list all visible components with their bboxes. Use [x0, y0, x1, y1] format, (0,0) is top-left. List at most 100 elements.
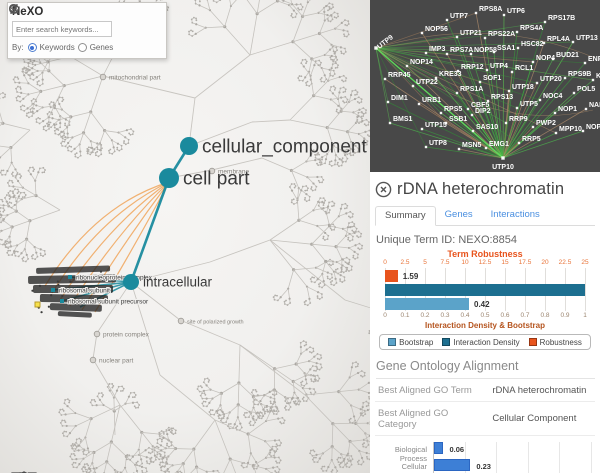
- gene-label[interactable]: UTP6: [507, 8, 525, 15]
- gene-label[interactable]: CBF5: [471, 102, 489, 109]
- tab-interactions[interactable]: Interactions: [490, 209, 540, 220]
- gene-node[interactable]: [485, 68, 489, 72]
- gene-node[interactable]: [591, 78, 595, 82]
- gene-node[interactable]: [388, 121, 392, 125]
- gene-label[interactable]: MSN5: [462, 142, 482, 149]
- gene-node[interactable]: [581, 129, 585, 133]
- ontology-canvas[interactable]: mitochondrial part membrane protein comple…: [0, 0, 370, 473]
- gene-label[interactable]: UTP15: [425, 122, 447, 129]
- gene-label[interactable]: RPL4A: [547, 36, 570, 43]
- interaction-network-panel[interactable]: UTP9 UTP7 RPS8A UTP6 RPS17B NOP56 UTP21 RPS22A R…: [370, 0, 600, 172]
- radio-label[interactable]: Keywords: [39, 43, 75, 52]
- gene-node[interactable]: [424, 51, 428, 55]
- tab-summary[interactable]: Summary: [375, 206, 436, 226]
- gene-node[interactable]: [411, 84, 415, 88]
- gene-label[interactable]: BMS1: [393, 116, 413, 123]
- gene-label[interactable]: UTP7: [450, 13, 468, 20]
- gene-node[interactable]: [383, 77, 387, 81]
- gene-label[interactable]: RRP5: [522, 136, 541, 143]
- gene-node[interactable]: [420, 31, 424, 35]
- gene-node[interactable]: [572, 91, 576, 95]
- term-label[interactable]: membrane: [218, 169, 249, 176]
- gene-node[interactable]: [486, 99, 490, 103]
- gene-label[interactable]: UTP20: [540, 76, 562, 83]
- gene-label[interactable]: UTP10: [492, 164, 514, 171]
- gene-label[interactable]: NOP6: [586, 124, 600, 131]
- gene-node[interactable]: [405, 64, 409, 68]
- gene-label[interactable]: RPS7A: [450, 47, 473, 54]
- gene-node[interactable]: [515, 106, 519, 110]
- gene-node[interactable]: [515, 30, 519, 34]
- gene-node[interactable]: [374, 46, 378, 50]
- gene-node[interactable]: [507, 89, 511, 93]
- gene-label[interactable]: NAN1: [589, 102, 600, 109]
- selected-term-label[interactable]: cellular_component: [202, 136, 367, 157]
- gene-label[interactable]: NOP56: [425, 26, 448, 33]
- gene-node[interactable]: [469, 52, 473, 56]
- gene-label[interactable]: NOP1: [558, 106, 577, 113]
- gene-label[interactable]: DIM1: [391, 95, 408, 102]
- gene-node[interactable]: [457, 147, 461, 151]
- close-icon[interactable]: [375, 181, 392, 198]
- gene-node[interactable]: [583, 61, 587, 65]
- gene-label[interactable]: EMG1: [489, 141, 509, 148]
- gene-label[interactable]: UTP21: [460, 30, 482, 37]
- gene-label[interactable]: UTP18: [512, 84, 534, 91]
- gene-node[interactable]: [439, 111, 443, 115]
- selected-term-label[interactable]: intracellular: [143, 274, 213, 289]
- gene-label[interactable]: RPS4A: [520, 25, 543, 32]
- gene-label[interactable]: POL5: [577, 86, 595, 93]
- tab-genes[interactable]: Genes: [444, 209, 473, 220]
- gene-node[interactable]: [554, 131, 558, 135]
- gene-label[interactable]: SSB1: [449, 116, 467, 123]
- gene-label[interactable]: UTP8: [429, 140, 447, 147]
- gene-node[interactable]: [531, 60, 535, 64]
- gene-node[interactable]: [484, 146, 488, 150]
- gene-label[interactable]: RRP45: [388, 72, 411, 79]
- gene-label[interactable]: SAS10: [476, 124, 498, 131]
- search-input[interactable]: [12, 21, 112, 37]
- gene-label[interactable]: RCL1: [515, 65, 533, 72]
- term-label[interactable]: ribosomal subunit precursor: [67, 298, 150, 307]
- gene-label[interactable]: HSC82: [521, 41, 544, 48]
- gene-label[interactable]: MPP10: [559, 126, 582, 133]
- gene-label[interactable]: UTP22: [416, 79, 438, 86]
- gene-node[interactable]: [542, 41, 546, 45]
- gene-node[interactable]: [584, 107, 588, 111]
- gene-node[interactable]: [445, 52, 449, 56]
- gene-node[interactable]: [470, 113, 474, 117]
- gene-node[interactable]: [424, 145, 428, 149]
- selected-term-label[interactable]: cell part: [183, 168, 250, 189]
- gene-label[interactable]: NOP14: [410, 59, 433, 66]
- term-label[interactable]: site of polarized growth: [187, 320, 244, 326]
- gene-node[interactable]: [553, 111, 557, 115]
- gene-node[interactable]: [456, 69, 460, 73]
- gene-node[interactable]: [444, 121, 448, 125]
- gene-node[interactable]: [483, 36, 487, 40]
- term-label[interactable]: ribosomal subunit: [58, 287, 111, 296]
- gene-node[interactable]: [445, 18, 449, 22]
- gene-node[interactable]: [386, 100, 390, 104]
- gene-node[interactable]: [455, 35, 459, 39]
- gene-node[interactable]: [510, 70, 514, 74]
- gene-node[interactable]: [434, 76, 438, 80]
- gene-label[interactable]: UTP4: [490, 63, 508, 70]
- ontology-graph[interactable]: mitochondrial part membrane protein comple…: [0, 0, 370, 473]
- gene-label[interactable]: RPS8A: [479, 6, 502, 13]
- gene-label[interactable]: RRP9: [509, 116, 528, 123]
- gene-label[interactable]: UTP13: [576, 35, 598, 42]
- gene-label[interactable]: RPS13: [491, 94, 513, 101]
- gene-label[interactable]: RPS17B: [548, 15, 575, 22]
- gene-label[interactable]: IMP3: [429, 46, 445, 53]
- selected-term-node[interactable]: [159, 168, 179, 188]
- term-label[interactable]: nuclear part: [99, 358, 134, 365]
- gene-label[interactable]: SOF1: [483, 75, 501, 82]
- gene-node[interactable]: [474, 11, 478, 15]
- gene-label[interactable]: KRR1: [596, 73, 600, 80]
- gene-label[interactable]: UTP5: [520, 101, 538, 108]
- gene-label[interactable]: KRE33: [439, 71, 462, 78]
- radio-label[interactable]: Genes: [89, 43, 114, 52]
- gene-label[interactable]: NOC4: [543, 93, 563, 100]
- gene-node[interactable]: [455, 91, 459, 95]
